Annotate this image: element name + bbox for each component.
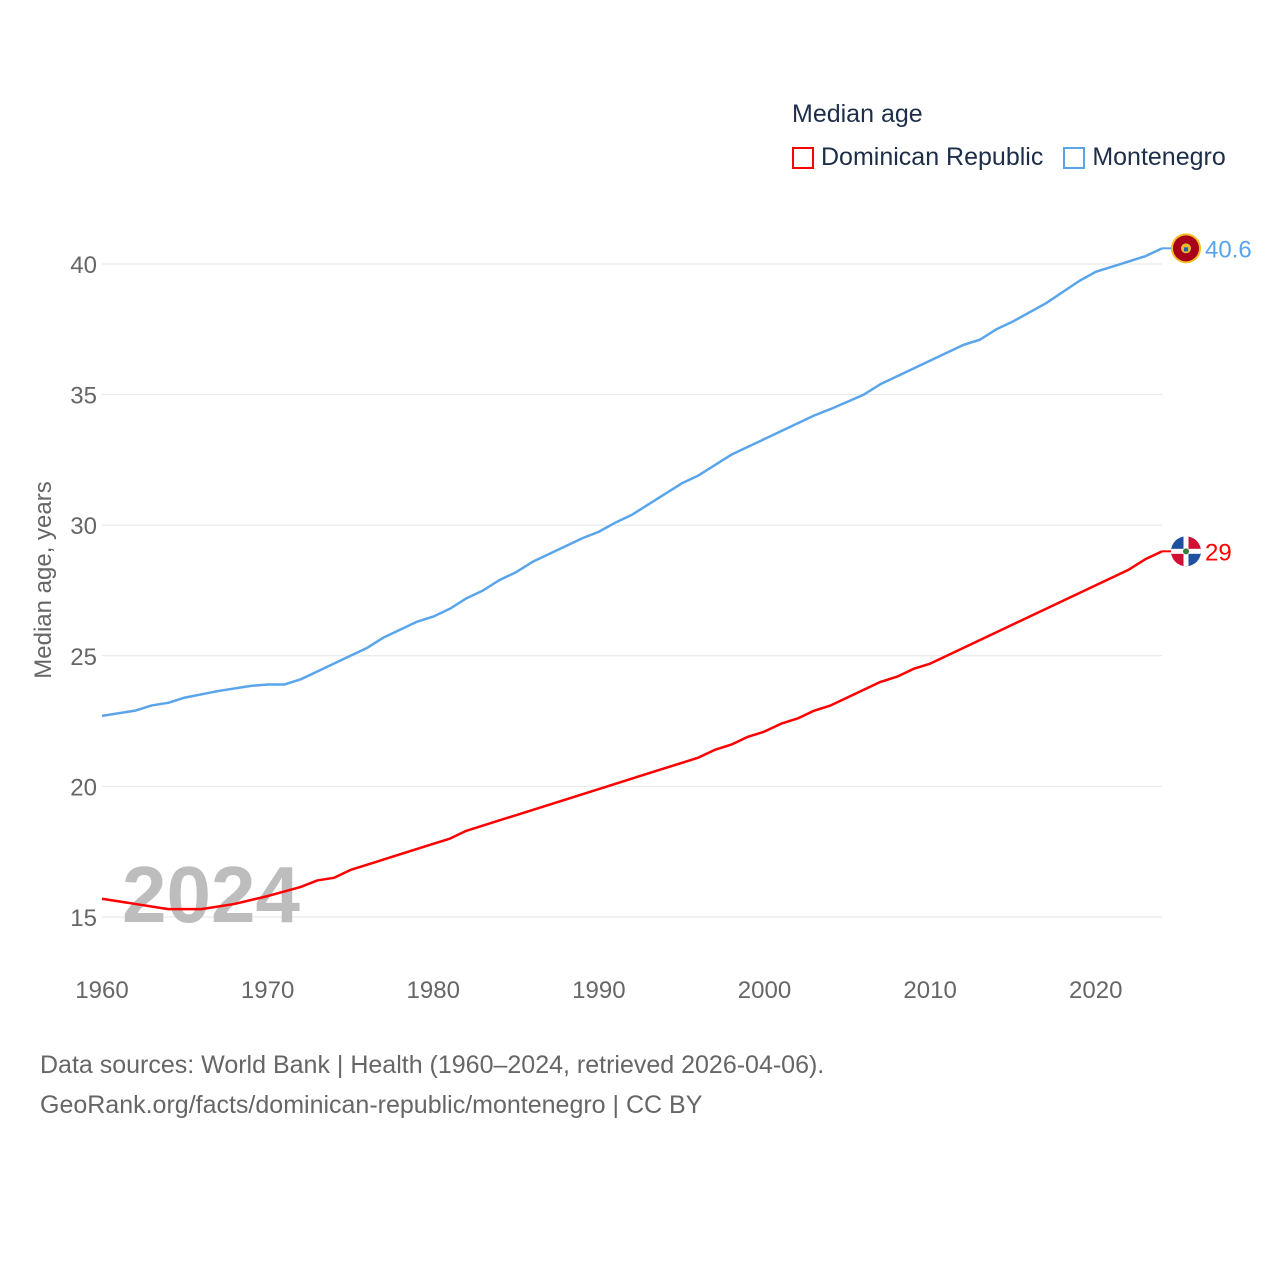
y-tick-label: 15 [70,905,97,932]
flag-emblem-shield [1184,247,1188,252]
x-tick-label: 2000 [738,977,791,1004]
source-link[interactable]: GeoRank.org/facts/dominican-republic/mon… [40,1091,703,1119]
legend-label: Dominican Republic [821,143,1044,171]
end-value-label: 40.6 [1205,236,1252,263]
series-line-montenegro [101,247,1163,718]
x-tick-label: 1960 [75,977,128,1004]
y-tick-label: 20 [70,774,97,801]
series-line-dominican-republic [101,550,1163,911]
x-tick-label: 1980 [407,977,460,1004]
y-tick-label: 35 [70,383,97,410]
legend-item-montenegro[interactable]: Montenegro [1063,143,1226,172]
montenegro-flag-icon [1171,233,1201,264]
y-tick-label: 40 [70,252,97,279]
legend-swatch [792,146,814,169]
flag-body [1171,536,1201,567]
source-line: Data sources: World Bank | Health (1960–… [40,1051,825,1079]
legend-label: Montenegro [1092,143,1226,171]
legend: Dominican Republic Montenegro [792,143,1226,172]
x-tick-label: 2010 [903,977,956,1004]
y-axis-label: Median age, years [30,481,57,678]
end-value-label: 29 [1205,539,1232,566]
y-tick-label: 30 [70,513,97,540]
legend-item-dominican-republic[interactable]: Dominican Republic [792,143,1043,172]
x-tick-label: 2020 [1069,977,1122,1004]
x-tick-label: 1990 [572,977,625,1004]
flag-emblem [1183,548,1189,555]
source-note: Data sources: World Bank | Health (1960–… [40,1045,824,1125]
y-tick-label: 25 [70,644,97,671]
x-tick-label: 1970 [241,977,294,1004]
dominican-republic-flag-icon [1171,536,1201,567]
legend-swatch [1063,146,1086,169]
legend-title: Median age [792,100,923,128]
